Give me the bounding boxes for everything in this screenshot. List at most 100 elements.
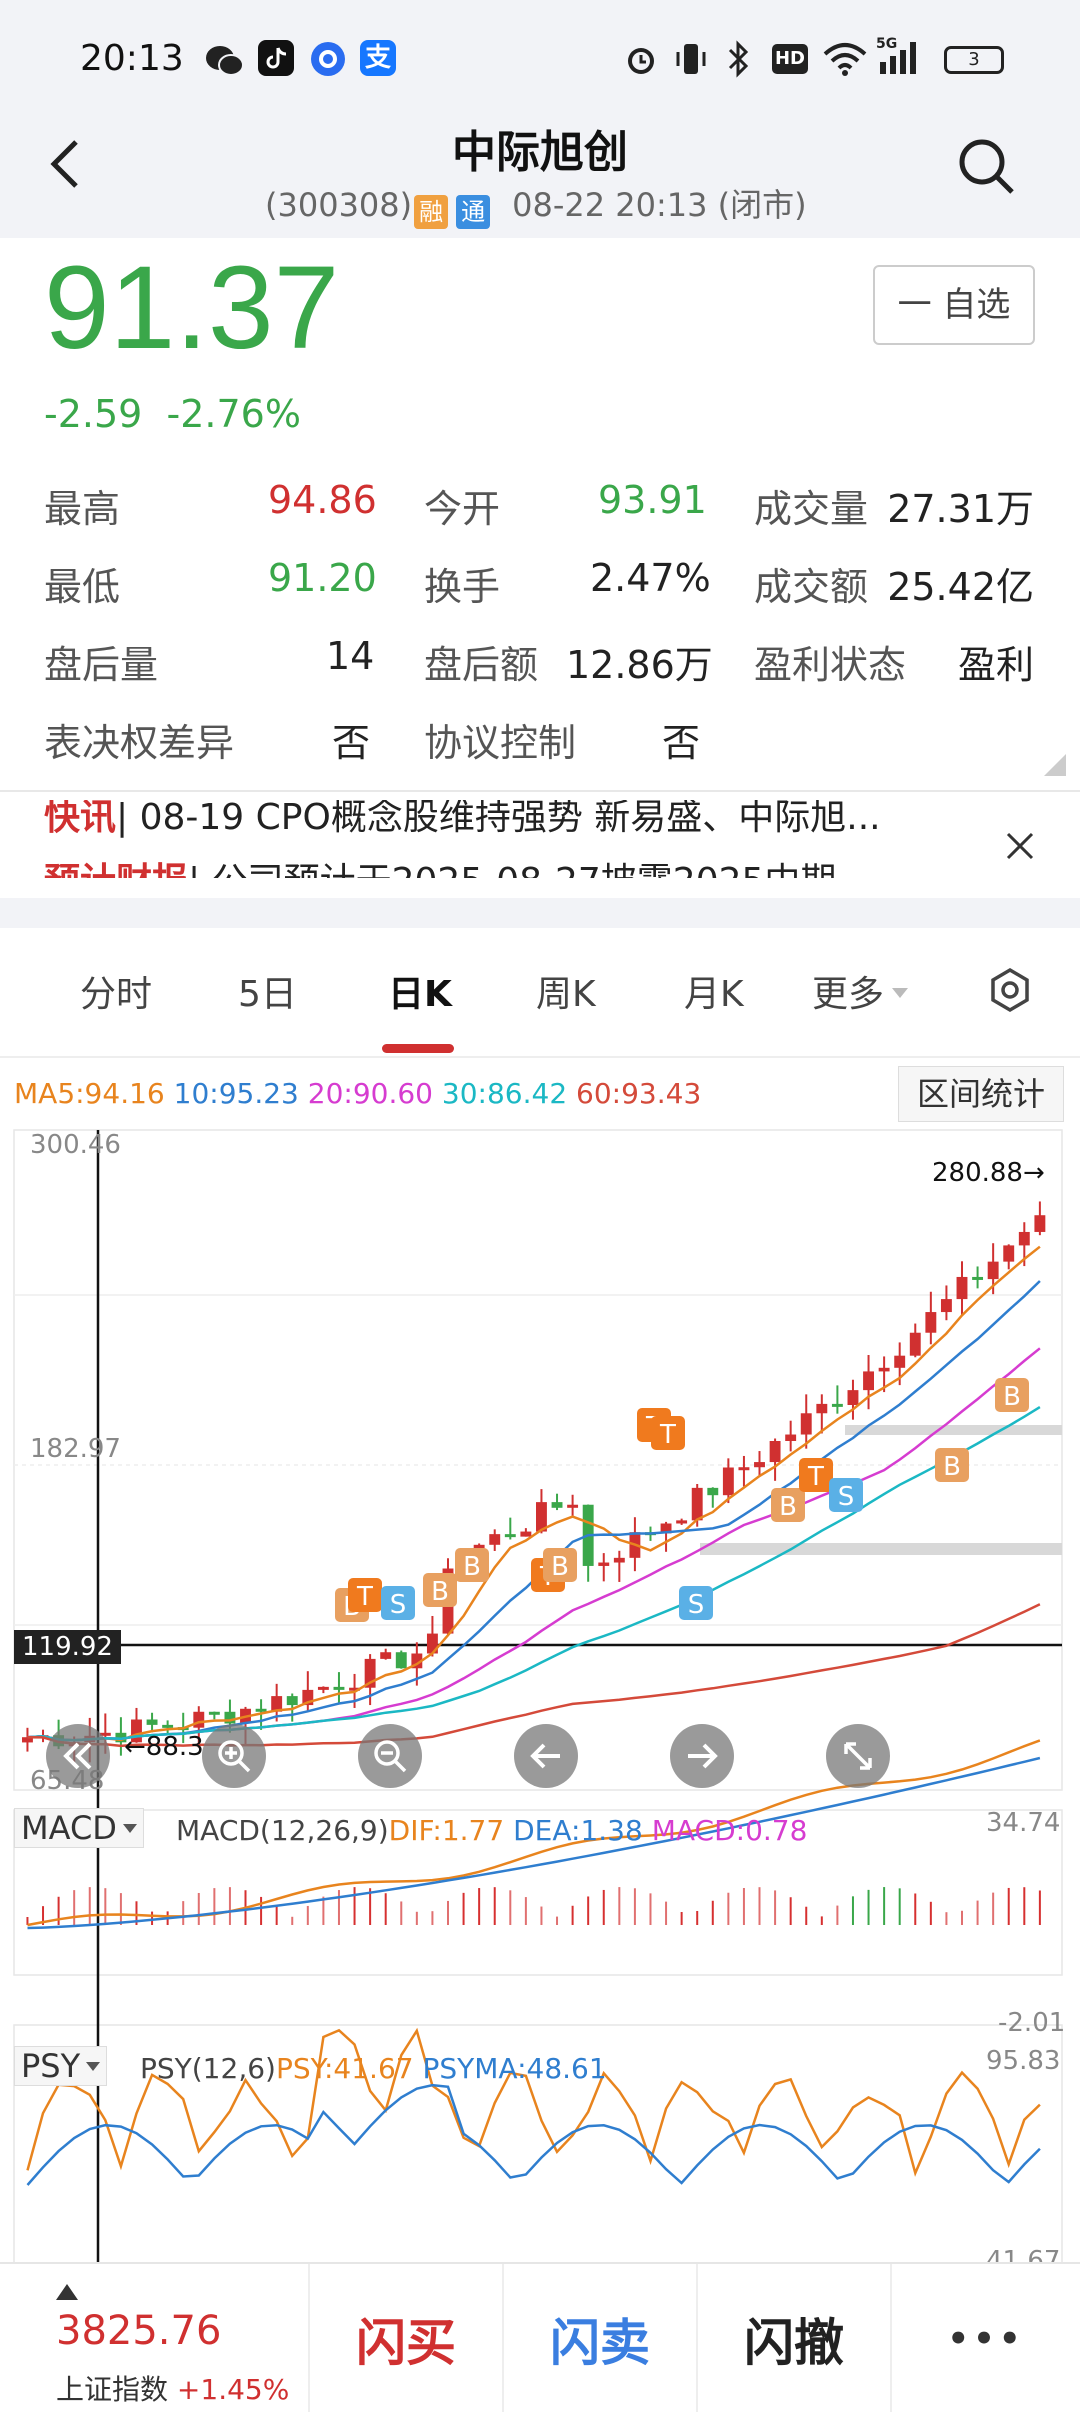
tab-weekly-k[interactable]: 周K xyxy=(536,974,596,1015)
status-bar: 20:13 支 HD 5G 3 xyxy=(0,0,1080,120)
tab-daily-k[interactable]: 日K xyxy=(388,974,452,1015)
candle-body xyxy=(707,1487,719,1496)
candle-body xyxy=(598,1562,610,1566)
index-value: 3825.76 xyxy=(56,2308,222,2354)
expand-up-icon xyxy=(56,2284,78,2300)
trade-marker-t xyxy=(651,1416,685,1450)
close-news-button[interactable] xyxy=(1002,828,1038,864)
zoom-in-button[interactable] xyxy=(202,1724,266,1788)
candle-body xyxy=(722,1467,734,1496)
candle-body xyxy=(909,1332,921,1356)
news-text: | 08-19 CPO概念股维持强势 新易盛、中际旭... xyxy=(116,800,881,838)
stock-code: (300308) xyxy=(265,186,413,224)
index-ticker[interactable]: 3825.76 上证指数 +1.45% xyxy=(0,2264,308,2412)
stat-label: 换手 xyxy=(424,565,501,609)
more-actions-button[interactable]: ••• xyxy=(947,2318,1025,2359)
candle-body xyxy=(1018,1231,1030,1246)
psy-line xyxy=(26,2027,1041,2177)
price-axis-top: 300.46 xyxy=(30,1130,121,1160)
range-stats-button[interactable]: 区间统计 xyxy=(898,1066,1064,1122)
flash-buy-button[interactable]: 闪买 xyxy=(356,2313,456,2372)
candle-body xyxy=(831,1403,843,1407)
stat-label: 最低 xyxy=(44,565,121,609)
psy-selector[interactable]: PSY xyxy=(14,2046,108,2086)
candle-body xyxy=(536,1502,547,1532)
candle-body xyxy=(162,1724,174,1728)
trade-marker-label: B xyxy=(779,1492,797,1522)
scroll-right-button[interactable] xyxy=(670,1724,734,1788)
stat-label: 协议控制 xyxy=(424,721,577,765)
section-gap xyxy=(0,898,1080,928)
stat-value: 否 xyxy=(332,721,371,765)
candle-body xyxy=(131,1719,142,1743)
stat-value: 12.86万 xyxy=(566,643,713,687)
ma-line xyxy=(27,1280,1041,1742)
stock-name: 中际旭创 xyxy=(452,127,628,178)
candle-body xyxy=(863,1371,874,1391)
stat-label: 今开 xyxy=(424,487,501,531)
candle-body xyxy=(800,1413,812,1435)
zoom-in-icon xyxy=(218,1740,251,1773)
search-button[interactable] xyxy=(956,136,1016,196)
news-line-1: 快讯| 08-19 CPO概念股维持强势 新易盛、中际旭... xyxy=(44,800,881,840)
psy-axis-min: 41.67 xyxy=(986,2246,1061,2264)
trade-marker-s xyxy=(679,1586,713,1620)
range-highlight xyxy=(700,1543,1062,1555)
candle-body xyxy=(956,1276,968,1300)
candle-body xyxy=(193,1711,205,1728)
trade-marker-t xyxy=(348,1578,382,1612)
psy-params: PSY(12,6) xyxy=(140,2052,276,2085)
trade-marker-b xyxy=(455,1548,489,1582)
stat-value: 否 xyxy=(662,721,701,765)
tab-5day[interactable]: 5日 xyxy=(238,974,297,1015)
trade-marker-label: B xyxy=(943,1452,961,1482)
candle-body xyxy=(426,1633,438,1654)
fullscreen-button[interactable] xyxy=(826,1724,890,1788)
candle-body xyxy=(395,1652,407,1669)
psy-value: PSY:41.67 xyxy=(275,2052,414,2085)
change-value: -2.59 xyxy=(44,392,143,436)
macd-axis-max: 34.74 xyxy=(986,1808,1061,1838)
candle-body xyxy=(925,1312,937,1333)
scroll-left-button[interactable] xyxy=(514,1724,578,1788)
trade-marker-s xyxy=(829,1478,863,1512)
candle-body xyxy=(567,1504,579,1508)
chart-settings-button[interactable] xyxy=(986,966,1034,1018)
expand-corner-icon[interactable] xyxy=(1044,754,1066,776)
back-button[interactable] xyxy=(40,134,100,194)
alipay-icon: 支 xyxy=(360,40,396,76)
flash-cancel-button[interactable]: 闪撤 xyxy=(744,2313,844,2372)
flash-sell-button[interactable]: 闪卖 xyxy=(550,2313,650,2372)
candle-body xyxy=(769,1440,781,1463)
candle-body xyxy=(349,1687,360,1691)
moving-average-lines xyxy=(27,1245,1041,1748)
stat-value: 14 xyxy=(326,634,375,678)
trade-marker-label: S xyxy=(838,1482,855,1512)
tab-more[interactable]: 更多 xyxy=(812,965,909,1017)
kline-chart[interactable]: BTSBBTBTTSBTSBB xyxy=(0,1125,1080,2265)
add-watchlist-button[interactable]: 一 自选 xyxy=(873,265,1035,345)
candle-body xyxy=(208,1711,220,1715)
trade-marker-b xyxy=(935,1448,969,1482)
candle-body xyxy=(1034,1215,1046,1232)
scroll-left-far-button[interactable] xyxy=(46,1724,110,1788)
app-icon xyxy=(311,42,345,76)
divider xyxy=(502,2264,504,2412)
panel-frame xyxy=(13,1809,1063,1976)
candle-body xyxy=(940,1299,952,1313)
panel-frame xyxy=(13,1129,1063,1791)
psyma-line xyxy=(26,2083,1041,2186)
trade-marker-b xyxy=(423,1573,457,1607)
stat-value: 2.47% xyxy=(590,556,711,600)
macd-selector[interactable]: MACD xyxy=(14,1808,144,1848)
stat-label: 盘后量 xyxy=(44,643,159,687)
tab-intraday[interactable]: 分时 xyxy=(80,974,153,1015)
news-ticker[interactable]: 快讯| 08-19 CPO概念股维持强势 新易盛、中际旭... 预计财报| 公司… xyxy=(0,800,1000,878)
candle-body xyxy=(504,1534,516,1538)
stat-label: 成交量 xyxy=(754,487,869,531)
psy-axis-max: 95.83 xyxy=(986,2046,1061,2076)
macd-axis-min: -2.01 xyxy=(998,2008,1066,2038)
zoom-out-button[interactable] xyxy=(358,1724,422,1788)
dropdown-arrow-icon xyxy=(892,988,909,998)
tab-monthly-k[interactable]: 月K xyxy=(684,974,744,1015)
